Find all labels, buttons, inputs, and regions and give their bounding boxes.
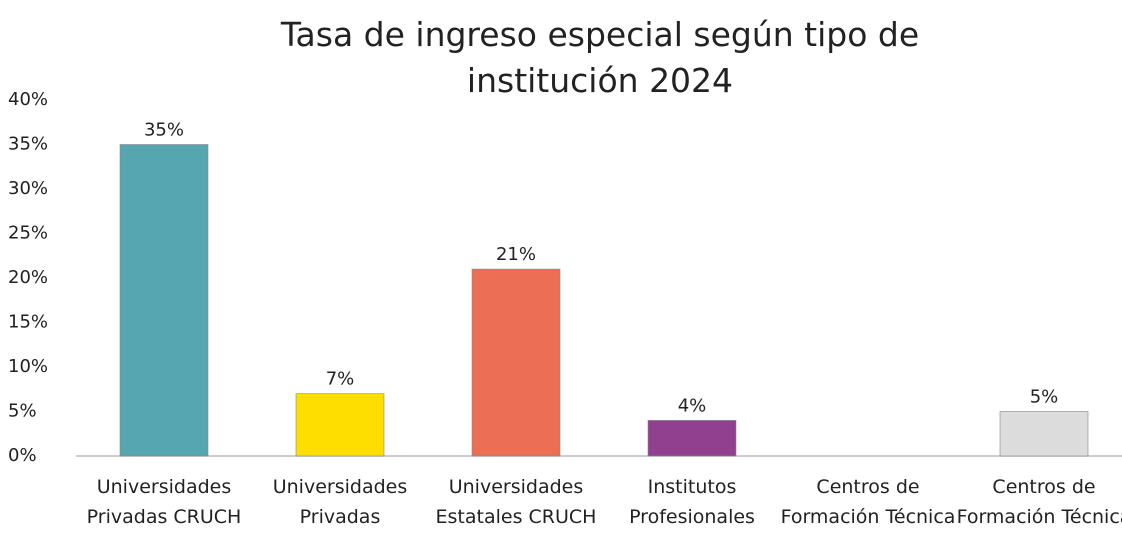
data-label: 21% — [496, 244, 536, 265]
bar — [295, 393, 385, 457]
data-label: 35% — [144, 120, 184, 141]
x-tick-label: Institutos Profesionales — [629, 476, 755, 528]
y-tick-label: 20% — [8, 267, 48, 288]
data-label: 5% — [1030, 387, 1059, 408]
bar — [119, 144, 209, 457]
data-label: 4% — [678, 395, 707, 416]
y-tick-label: 40% — [8, 89, 48, 110]
bar — [471, 268, 561, 457]
data-label: 7% — [326, 369, 355, 390]
y-tick-label: 30% — [8, 178, 48, 199]
x-tick-label: Universidades Estatales CRUCH — [435, 476, 597, 528]
x-tick-label: Universidades Privadas — [272, 476, 408, 528]
x-tick-label: Centros de Formación Técnica — [780, 476, 956, 528]
bar — [647, 420, 737, 457]
y-tick-label: 35% — [8, 134, 48, 155]
y-tick-label: 25% — [8, 223, 48, 244]
y-tick-label: 15% — [8, 312, 48, 333]
chart-title: Tasa de ingreso especial según tipo de i… — [280, 15, 920, 100]
x-tick-label: Universidades Privadas CRUCH — [86, 476, 242, 528]
y-tick-label: 10% — [8, 356, 48, 377]
x-tick-label: Centros de Formación Técnica — [956, 476, 1122, 528]
y-tick-label: 5% — [8, 401, 37, 422]
bar — [999, 411, 1089, 457]
y-tick-label: 0% — [8, 445, 37, 466]
